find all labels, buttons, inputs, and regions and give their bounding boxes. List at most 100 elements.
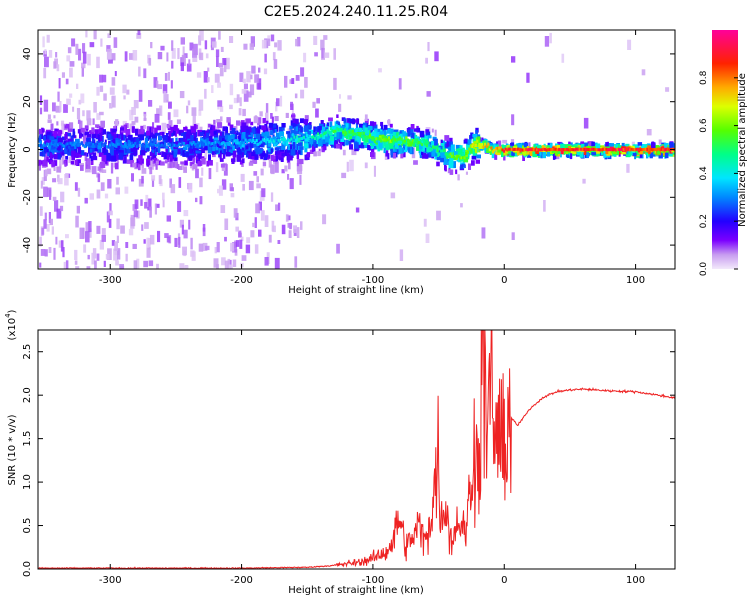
heatmap-cell <box>586 151 589 158</box>
heatmap-peak-cell <box>436 148 439 152</box>
heatmap-cell <box>318 125 322 131</box>
heatmap-cell <box>206 160 210 167</box>
heatmap-cell <box>289 178 294 190</box>
heatmap-cell <box>311 146 314 152</box>
heatmap-peak-cell <box>287 137 290 141</box>
heatmap-cell <box>44 212 47 221</box>
heatmap-cell <box>109 144 115 150</box>
heatmap-cell <box>434 152 437 157</box>
heatmap-cell <box>396 132 399 137</box>
heatmap-cell <box>339 143 343 150</box>
heatmap-peak-cell <box>69 141 72 145</box>
heatmap-cell <box>132 243 137 249</box>
heatmap-peak-cell <box>635 147 638 151</box>
heatmap-cell <box>56 166 61 173</box>
heatmap-cell <box>80 150 85 155</box>
heatmap-cell <box>124 135 127 139</box>
heatmap-peak-cell <box>380 139 383 143</box>
heatmap-peak-cell <box>425 144 428 148</box>
heatmap-cell <box>313 151 317 157</box>
heatmap-cell <box>142 132 147 137</box>
heatmap-cell <box>168 131 172 137</box>
heatmap-cell <box>127 148 131 154</box>
heatmap-cell <box>261 125 267 131</box>
heatmap-cell <box>188 59 191 66</box>
heatmap-cell <box>75 266 80 269</box>
heatmap-cell <box>171 48 176 59</box>
heatmap-cell <box>62 247 65 258</box>
heatmap-cell <box>89 165 92 173</box>
heatmap-cell <box>394 142 398 148</box>
heatmap-cell <box>370 152 375 157</box>
heatmap-cell <box>63 148 67 153</box>
heatmap-cell <box>300 67 305 77</box>
heatmap-cell <box>549 143 553 150</box>
heatmap-cell <box>245 153 249 158</box>
heatmap-peak-cell <box>216 140 219 143</box>
heatmap-cell <box>88 118 91 122</box>
heatmap-peak-cell <box>433 146 436 150</box>
heatmap-cell <box>63 261 66 269</box>
heatmap-peak-cell <box>160 143 164 147</box>
heatmap-cell <box>65 123 70 128</box>
heatmap-cell <box>46 34 50 43</box>
heatmap-cell <box>56 208 62 219</box>
heatmap-cell <box>162 192 165 201</box>
heatmap-cell <box>280 148 283 153</box>
heatmap-cell <box>61 122 64 135</box>
heatmap-peak-cell <box>462 156 465 160</box>
heatmap-peak-cell <box>135 145 138 148</box>
heatmap-peak-cell <box>351 129 354 133</box>
heatmap-cell <box>358 123 364 130</box>
heatmap-cell <box>463 155 469 163</box>
heatmap-cell <box>383 129 387 136</box>
heatmap-cell <box>192 114 196 126</box>
heatmap-cell <box>69 61 75 67</box>
heatmap-cell <box>407 129 411 137</box>
heatmap-cell <box>221 135 227 143</box>
heatmap-peak-cell <box>44 144 47 148</box>
heatmap-cell <box>249 84 255 96</box>
heatmap-peak-cell <box>170 146 173 150</box>
heatmap-peak-cell <box>655 148 658 152</box>
heatmap-cell <box>152 122 155 129</box>
heatmap-peak-cell <box>299 137 302 141</box>
heatmap-cell <box>140 148 146 156</box>
heatmap-peak-cell <box>246 140 249 144</box>
heatmap-cell <box>286 131 291 135</box>
heatmap-cell <box>254 127 259 131</box>
heatmap-cell <box>157 84 163 90</box>
heatmap-cell <box>64 133 68 140</box>
heatmap-peak-cell <box>619 148 622 152</box>
heatmap-peak-cell <box>271 138 274 142</box>
heatmap-cell <box>349 159 354 172</box>
heatmap-cell <box>402 151 406 158</box>
heatmap-cell <box>400 153 404 159</box>
heatmap-cell <box>254 244 259 254</box>
heatmap-peak-cell <box>209 142 212 146</box>
heatmap-cell <box>358 143 363 149</box>
heatmap-cell <box>560 144 566 151</box>
x-tick-label: 0 <box>501 575 507 586</box>
heatmap-cell <box>207 77 210 83</box>
heatmap-peak-cell <box>129 143 132 147</box>
heatmap-cell <box>197 161 203 166</box>
heatmap-peak-cell <box>178 142 181 146</box>
heatmap-cell <box>299 146 304 150</box>
heatmap-peak-cell <box>502 149 506 153</box>
heatmap-cell <box>455 169 458 175</box>
heatmap-cell <box>350 139 355 143</box>
heatmap-cell <box>59 101 62 112</box>
heatmap-cell <box>54 200 59 212</box>
heatmap-cell <box>65 78 69 85</box>
heatmap-cell <box>222 152 226 159</box>
heatmap-cell <box>109 149 115 156</box>
heatmap-peak-cell <box>151 143 154 147</box>
heatmap-cell <box>129 53 134 60</box>
heatmap-cell <box>143 68 147 79</box>
heatmap-cell <box>554 152 557 160</box>
heatmap-peak-cell <box>58 142 61 145</box>
heatmap-peak-cell <box>644 148 647 152</box>
heatmap-cell <box>239 97 242 107</box>
heatmap-cell <box>118 149 122 155</box>
